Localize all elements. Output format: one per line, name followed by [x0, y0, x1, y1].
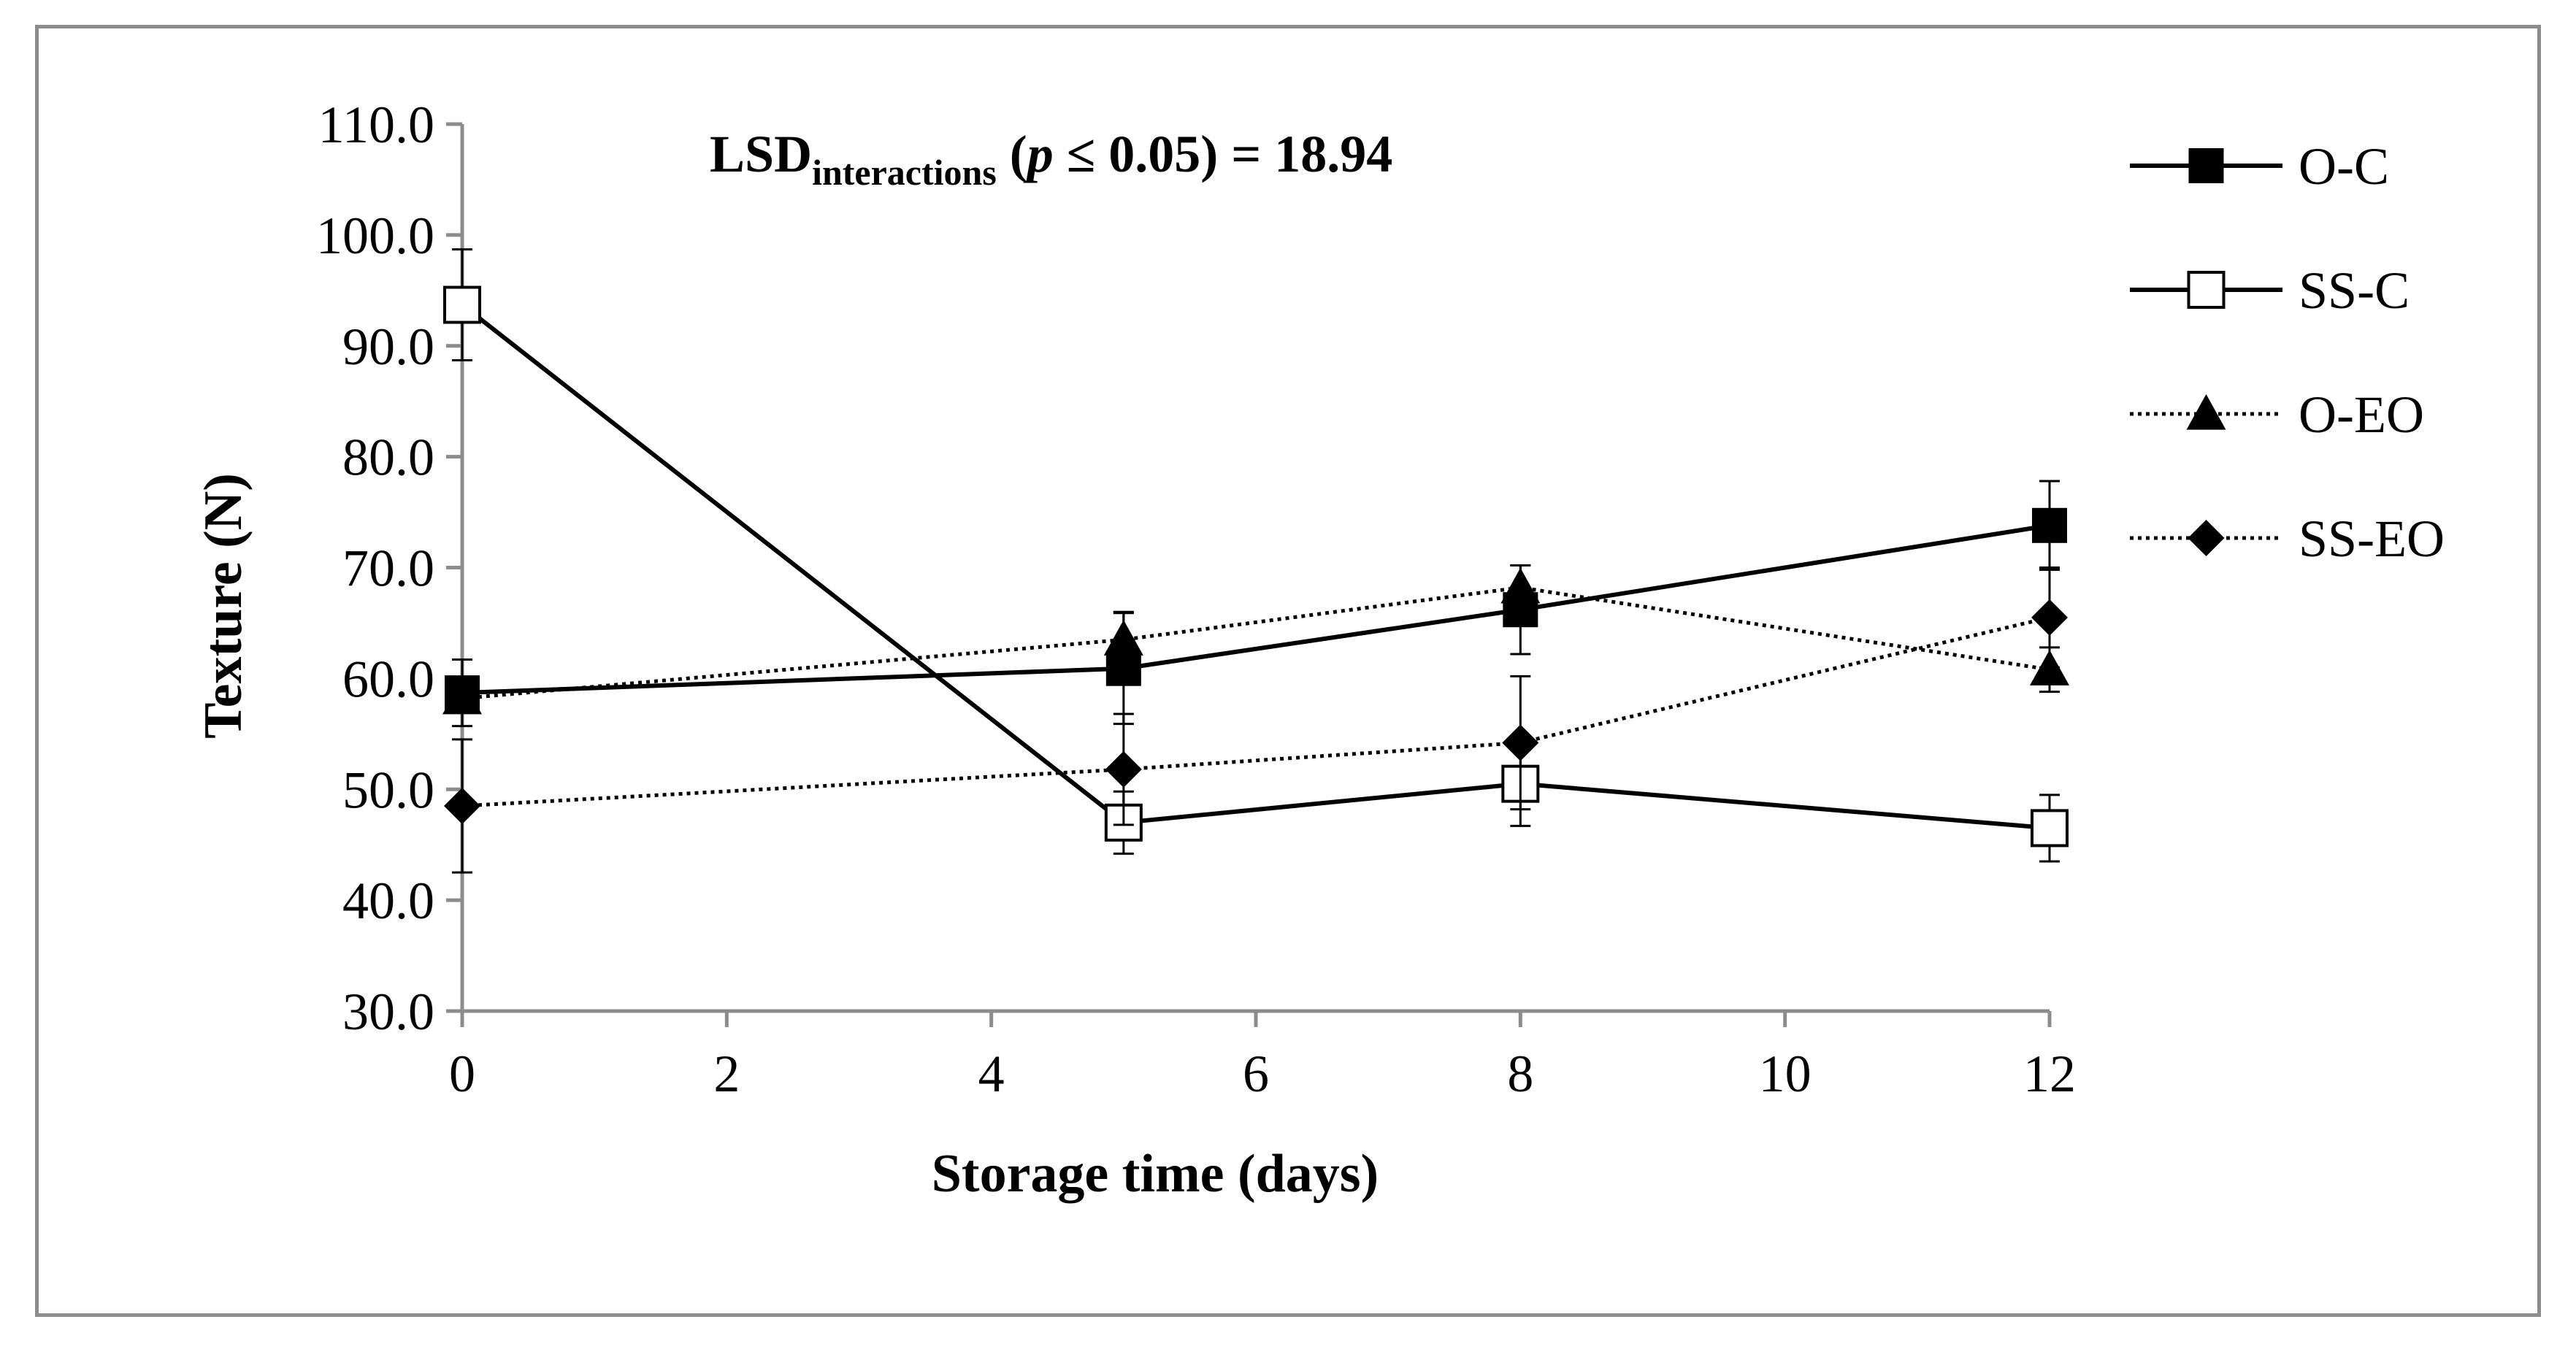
legend-label: O-EO [2299, 385, 2424, 444]
legend-item: O-EO [2130, 385, 2424, 444]
y-tick-label: 90.0 [342, 318, 434, 376]
series-line [461, 523, 2050, 696]
lsd-open-paren: ( [997, 125, 1027, 183]
lsd-prefix: LSD [710, 125, 812, 183]
legend: O-C SS-C O-EO SS-EO [2130, 137, 2445, 568]
x-tick-label: 4 [978, 1045, 1005, 1103]
data-point [442, 678, 482, 715]
x-tick-label: 0 [449, 1045, 475, 1103]
chart-frame [35, 25, 2541, 1317]
series-line [461, 585, 2050, 701]
series-line [461, 303, 2050, 831]
y-tick-label: 100.0 [316, 207, 434, 265]
series-SS-C [443, 248, 2069, 863]
y-tick-label: 30.0 [342, 983, 434, 1041]
axes: 30.0 40.0 50.0 60.0 70.0 80.0 90.0 100.0 110.0 0 2… [316, 96, 2076, 1103]
legend-marker [2187, 271, 2226, 309]
y-tick-label: 80.0 [342, 429, 434, 487]
lsd-annotation: LSDinteractions (p ≤ 0.05) = 18.94 [710, 125, 1392, 193]
x-tick-label: 6 [1243, 1045, 1269, 1103]
x-axis-title: Storage time (days) [932, 1144, 1379, 1204]
data-point [444, 788, 480, 825]
data-point [1103, 620, 1143, 656]
series-SS-EO [444, 566, 2068, 874]
data-point [2031, 809, 2069, 848]
legend-item: O-C [2130, 137, 2389, 196]
series-layer [442, 248, 2069, 874]
legend-label: SS-C [2299, 261, 2410, 320]
data-point [1105, 750, 1142, 788]
legend-marker [2188, 520, 2225, 556]
data-point [2032, 507, 2067, 543]
y-tick-label: 70.0 [342, 539, 434, 598]
x-tick-label: 2 [713, 1045, 740, 1103]
lsd-p-symbol: p [1023, 125, 1054, 183]
y-tick-label: 60.0 [342, 650, 434, 708]
series-O-C [445, 480, 2067, 728]
data-point [1500, 567, 1541, 604]
x-tick-label: 12 [2023, 1045, 2076, 1103]
legend-item: SS-C [2130, 261, 2410, 320]
series-line [461, 615, 2050, 808]
series-O-EO [442, 564, 2069, 715]
x-tick-label: 10 [1759, 1045, 1812, 1103]
y-tick-label: 110.0 [318, 96, 434, 154]
legend-label: O-C [2299, 137, 2389, 196]
legend-marker [2188, 148, 2224, 183]
legend-item: SS-EO [2130, 510, 2445, 568]
y-tick-label: 40.0 [342, 872, 434, 930]
y-axis-title: Texture (N) [193, 473, 253, 739]
data-point [2031, 599, 2068, 636]
y-tick-label: 50.0 [342, 761, 434, 819]
legend-marker [2186, 394, 2226, 430]
legend-label: SS-EO [2299, 510, 2445, 568]
data-point [1502, 724, 1539, 761]
lsd-condition: ≤ 0.05) = 18.94 [1054, 125, 1393, 183]
data-point [443, 285, 481, 324]
lsd-subscript: interactions [812, 152, 997, 193]
x-tick-label: 8 [1507, 1045, 1533, 1103]
